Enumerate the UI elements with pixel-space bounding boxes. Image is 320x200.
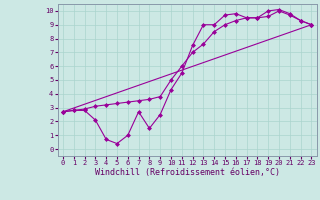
X-axis label: Windchill (Refroidissement éolien,°C): Windchill (Refroidissement éolien,°C) bbox=[95, 168, 280, 177]
